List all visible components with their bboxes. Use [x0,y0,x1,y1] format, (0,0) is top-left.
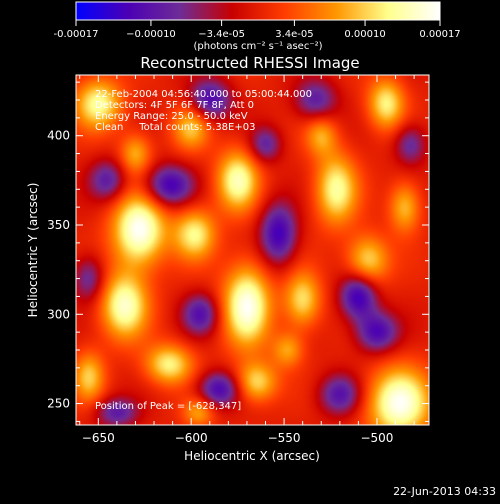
annotation-detectors: Detectors: 4F 5F 6F 7F 8F, Att 0 [95,100,254,111]
annotations: 22-Feb-2004 04:56:40.000 to 05:00:44.000… [95,89,312,412]
x-tick-label: −600 [175,431,208,445]
footer-timestamp: 22-Jun-2013 04:33 [393,485,496,498]
y-tick-label: 250 [47,397,70,411]
y-axis-label: Heliocentric Y (arcsec) [26,183,40,318]
colorbar-tick-label: −3.4e-05 [198,29,245,40]
colorbar-tick-label: 3.4e-05 [275,29,313,40]
y-tick-label: 350 [47,218,70,232]
colorbar-gradient [76,2,440,20]
annotation-time-range: 22-Feb-2004 04:56:40.000 to 05:00:44.000 [95,89,312,100]
colorbar-tick-label: −0.00010 [126,29,176,40]
annotation-total-counts: Clean Total counts: 5.38E+03 [95,122,255,133]
x-tick-label: −650 [82,431,115,445]
peak-position-label: Position of Peak = [-628,347] [95,401,241,412]
x-axis-label: Heliocentric X (arcsec) [184,449,320,463]
annotation-energy-range: Energy Range: 25.0 - 50.0 keV [95,111,248,122]
colorbar: -0.00017 −0.00010 −3.4e-05 3.4e-05 0.00010 0.… [54,1,461,52]
colorbar-ticks: -0.00017 −0.00010 −3.4e-05 3.4e-05 0.00010 0.… [54,20,461,40]
axis-ticks: −650 −600 −550 −500 250 300 350 400 [47,75,429,445]
colorbar-units-label: (photons cm⁻² s⁻¹ asec⁻²) [193,41,322,52]
plot-area: −650 −600 −550 −500 250 300 350 400 [47,74,430,445]
plot-frame [75,74,430,426]
colorbar-frame [75,1,441,21]
y-tick-label: 300 [47,307,70,321]
chart-title: Reconstructed RHESSI Image [140,54,359,72]
colorbar-tick-label: 0.00017 [419,29,460,40]
x-tick-label: −500 [360,431,393,445]
heatmap-image [76,75,429,425]
x-tick-label: −550 [268,431,301,445]
colorbar-tick-label: 0.00010 [344,29,385,40]
colorbar-tick-label: -0.00017 [54,29,99,40]
y-tick-label: 400 [47,129,70,143]
